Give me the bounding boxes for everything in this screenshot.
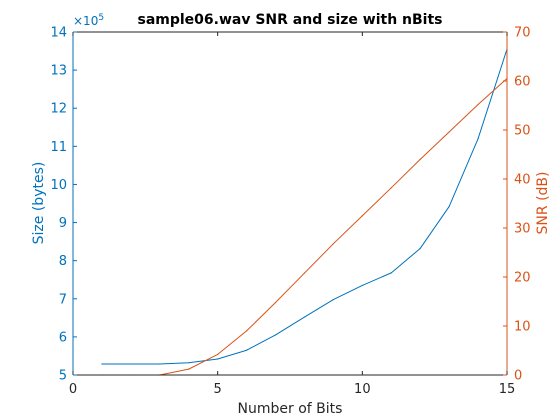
y-tick-label-left: 8	[59, 254, 67, 269]
y-tick-label-right: 70	[514, 26, 531, 41]
snr-data-point	[303, 272, 306, 274]
size-data-point	[448, 205, 450, 208]
x-tick-label: 15	[499, 382, 516, 397]
left-axis-exponent-base: ×10	[73, 14, 98, 28]
size-data-point	[246, 349, 248, 351]
y-tick-label-right: 50	[514, 124, 531, 139]
snr-data-point	[477, 103, 479, 106]
y-tick-label-right: 0	[514, 369, 522, 384]
left-axis-exponent: ×105	[73, 13, 104, 28]
y-tick-label-left: 5	[59, 369, 67, 384]
size-data-point	[159, 363, 161, 365]
size-data-point	[217, 358, 219, 360]
snr-data-point	[246, 330, 248, 332]
series-layer	[101, 48, 508, 376]
y-tick-label-left: 12	[50, 102, 67, 117]
y-tick-label-right: 40	[514, 173, 531, 188]
x-axis-label: Number of Bits	[238, 401, 343, 417]
y-tick-label-left: 6	[59, 330, 67, 345]
left-axis-exponent-power: 5	[98, 13, 104, 23]
size-data-point	[188, 362, 190, 364]
y-tick-label-left: 13	[50, 64, 67, 79]
axes-layer	[72, 31, 508, 376]
y-tick-label-left: 14	[50, 26, 67, 41]
x-tick-label: 0	[69, 382, 77, 397]
snr-data-point	[448, 131, 450, 133]
chart-title: sample06.wav SNR and size with nBits	[137, 12, 442, 28]
snr-data-point	[390, 187, 392, 189]
snr-data-point	[188, 368, 190, 370]
x-tick-label: 10	[354, 382, 371, 397]
snr-data-point	[217, 353, 219, 356]
y-tick-label-right: 10	[514, 320, 531, 335]
snr-data-point	[332, 243, 334, 245]
size-data-point	[361, 284, 363, 287]
snr-data-point	[419, 158, 421, 160]
y-tick-label-left: 10	[50, 178, 67, 193]
size-data-point	[419, 247, 421, 250]
y-axis-label-left: Size (bytes)	[31, 162, 47, 245]
size-data-point	[274, 334, 277, 336]
y-tick-label-right: 20	[514, 271, 531, 286]
size-data-point	[332, 298, 334, 301]
y-tick-label-right: 60	[514, 75, 531, 90]
size-data-point	[101, 363, 103, 365]
y-tick-label-left: 11	[50, 140, 67, 155]
x-tick-label: 5	[214, 382, 222, 397]
y-axis-label-right: SNR (dB)	[535, 172, 551, 235]
snr-data-point	[361, 215, 363, 217]
size-data-point	[130, 363, 132, 365]
snr-data-point	[274, 301, 277, 304]
size-data-point	[477, 138, 479, 140]
y-tick-label-left: 7	[59, 292, 67, 307]
size-data-point	[390, 272, 392, 274]
y-tick-label-right: 30	[514, 222, 531, 237]
plot-area	[73, 32, 507, 375]
size-data-point	[303, 316, 306, 318]
y-tick-label-left: 9	[59, 216, 67, 231]
